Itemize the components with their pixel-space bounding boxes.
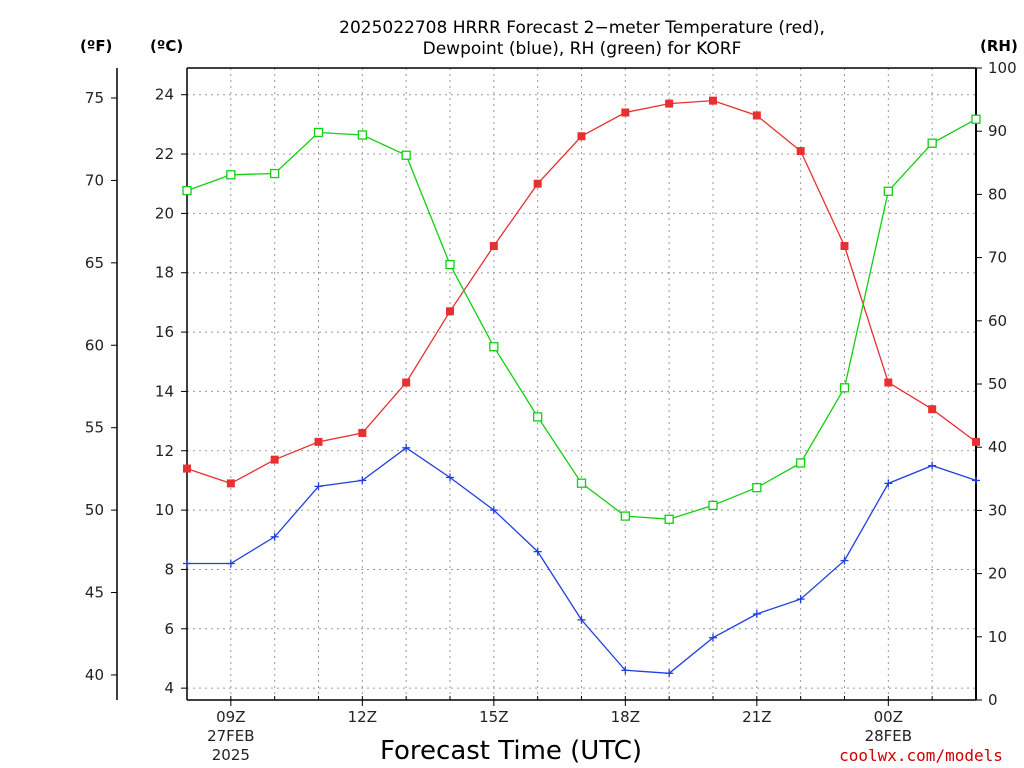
- data-point: [314, 437, 323, 446]
- celsius-tick-label: 18: [155, 264, 174, 282]
- data-point: [883, 186, 893, 196]
- celsius-tick-label: 20: [155, 204, 174, 222]
- celsius-tick-label: 22: [155, 145, 174, 163]
- data-point: [226, 170, 236, 180]
- x-axis-title: Forecast Time (UTC): [380, 736, 642, 766]
- series-dewpoint: [183, 443, 980, 678]
- data-point: [358, 428, 367, 437]
- x-tick-label: 18Z: [611, 708, 640, 726]
- celsius-tick-label: 24: [155, 86, 174, 104]
- fahrenheit-tick-label: 45: [85, 584, 104, 602]
- x-tick-label: 28FEB: [865, 727, 912, 745]
- data-point: [445, 259, 455, 270]
- rh-tick-label: 20: [988, 565, 1007, 583]
- fahrenheit-tick-label: 70: [85, 171, 104, 189]
- data-point: [796, 458, 806, 468]
- rh-tick-label: 50: [988, 375, 1007, 393]
- data-point: [489, 242, 498, 251]
- data-point: [446, 307, 454, 316]
- series-temperature: [183, 96, 980, 488]
- fahrenheit-tick-label: 65: [85, 254, 104, 272]
- data-point: [357, 130, 367, 140]
- data-point: [752, 482, 762, 493]
- data-point: [664, 514, 674, 524]
- rh-tick-label: 10: [988, 628, 1007, 646]
- celsius-tick-label: 14: [155, 382, 174, 400]
- grid: [186, 68, 977, 700]
- data-point: [709, 96, 717, 105]
- data-point: [226, 479, 235, 488]
- data-point: [270, 455, 279, 464]
- data-series: [182, 96, 981, 678]
- celsius-tick-label: 10: [155, 501, 174, 519]
- celsius-tick-label: 4: [164, 679, 174, 697]
- rh-tick-label: 0: [988, 691, 998, 709]
- data-point: [972, 437, 980, 446]
- fahrenheit-tick-label: 50: [85, 501, 104, 519]
- celsius-tick-label: 12: [155, 442, 174, 460]
- celsius-tick-label: 16: [155, 323, 174, 341]
- data-point: [183, 464, 191, 473]
- series-rh: [182, 114, 981, 524]
- x-tick-label: 09Z: [216, 708, 245, 726]
- rh-tick-label: 60: [988, 312, 1007, 330]
- celsius-unit-label: (ºC): [150, 37, 183, 55]
- data-point: [576, 478, 587, 488]
- data-point: [533, 179, 542, 188]
- rh-tick-label: 40: [988, 438, 1007, 456]
- data-point: [401, 150, 411, 160]
- x-tick-label: 27FEB: [207, 727, 254, 745]
- chart-title-line-1: 2025022708 HRRR Forecast 2−meter Tempera…: [339, 18, 825, 38]
- x-tick-label: 2025: [212, 746, 250, 764]
- chart-title-line-2: Dewpoint (blue), RH (green) for KORF: [423, 39, 742, 59]
- celsius-tick-label: 8: [164, 560, 174, 578]
- rh-tick-label: 80: [988, 185, 1007, 203]
- fahrenheit-tick-label: 75: [85, 89, 104, 107]
- celsius-tick-label: 6: [164, 620, 174, 638]
- data-point: [182, 185, 192, 196]
- rh-tick-label: 70: [988, 249, 1007, 267]
- rh-tick-label: 100: [988, 59, 1017, 77]
- fahrenheit-tick-label: 40: [85, 666, 104, 684]
- rh-tick-label: 90: [988, 122, 1007, 140]
- data-point: [402, 378, 411, 387]
- x-tick-label: 12Z: [348, 708, 377, 726]
- x-tick-label: 15Z: [479, 708, 508, 726]
- data-point: [313, 127, 324, 138]
- fahrenheit-tick-label: 60: [85, 336, 104, 354]
- rh-unit-label: (RH): [980, 37, 1018, 55]
- data-point: [928, 405, 937, 414]
- credit-text: coolwx.com/models: [839, 746, 1003, 765]
- data-point: [796, 147, 805, 156]
- data-point: [708, 500, 718, 510]
- data-point: [270, 168, 280, 179]
- fahrenheit-tick-label: 55: [85, 419, 104, 437]
- data-point: [752, 111, 761, 120]
- data-point: [971, 114, 981, 124]
- tick-labels: 4 6 8 10 12 14 16 18 20 22 24 40 45 50 55 60 65 70 75 0 10 20…: [85, 59, 1017, 764]
- data-point: [839, 383, 850, 393]
- x-tick-label: 21Z: [742, 708, 771, 726]
- data-point: [577, 132, 586, 141]
- data-point: [884, 378, 893, 387]
- data-point: [620, 511, 630, 521]
- data-point: [840, 242, 849, 251]
- x-tick-label: 00Z: [874, 708, 903, 726]
- data-point: [533, 412, 543, 422]
- data-point: [927, 138, 937, 148]
- data-point: [489, 342, 499, 352]
- fahrenheit-unit-label: (ºF): [80, 37, 112, 55]
- rh-tick-label: 30: [988, 501, 1007, 519]
- data-point: [621, 108, 630, 117]
- data-point: [665, 99, 674, 108]
